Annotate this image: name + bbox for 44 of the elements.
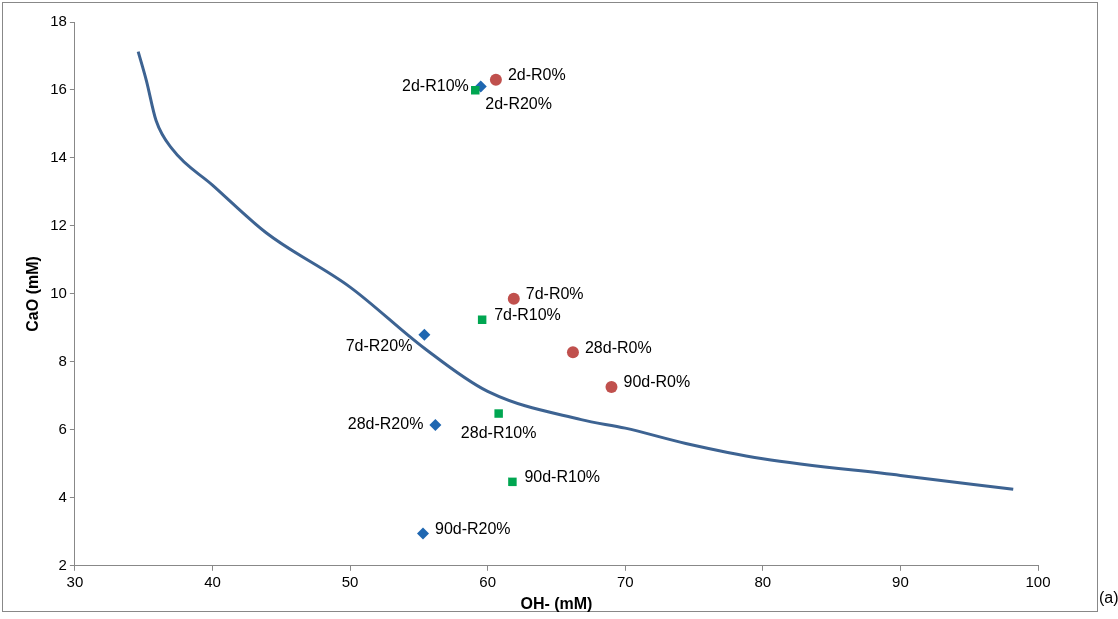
point bbox=[489, 73, 502, 86]
x-tick-label: 80 bbox=[754, 572, 772, 590]
x-tick-label: 90 bbox=[892, 572, 909, 590]
point bbox=[418, 328, 431, 341]
point bbox=[494, 409, 503, 418]
point bbox=[429, 419, 442, 432]
data-label: 90d-R20% bbox=[434, 519, 511, 537]
y-tick-label: 12 bbox=[50, 216, 67, 234]
data-label: 2d-R20% bbox=[485, 94, 552, 112]
x-tick-label: 30 bbox=[66, 572, 84, 590]
y-tick-label: 2 bbox=[58, 555, 67, 573]
x-tick-label: 50 bbox=[341, 572, 359, 590]
y-tick-label: 14 bbox=[50, 148, 67, 166]
line-series bbox=[136, 50, 1015, 491]
data-label: 2d-R0% bbox=[507, 66, 566, 84]
point bbox=[605, 381, 618, 394]
data-label: 7d-R20% bbox=[345, 337, 413, 355]
y-tick-label: 8 bbox=[58, 352, 67, 370]
point bbox=[471, 86, 480, 95]
data-label: 28d-R10% bbox=[460, 423, 537, 441]
y-axis-title: CaO (mM) bbox=[24, 256, 42, 332]
x-axis-title: OH- (mM) bbox=[520, 594, 593, 612]
point bbox=[416, 527, 429, 540]
data-label: 90d-R0% bbox=[623, 373, 691, 391]
point bbox=[508, 477, 517, 487]
y-tick-label: 10 bbox=[50, 284, 67, 302]
point bbox=[477, 315, 487, 324]
data-label: 7d-R0% bbox=[525, 285, 584, 303]
point bbox=[566, 346, 579, 359]
point bbox=[507, 292, 520, 305]
data-label: 28d-R20% bbox=[347, 415, 424, 433]
data-label: 28d-R0% bbox=[584, 338, 652, 356]
x-tick-label: 40 bbox=[204, 572, 221, 590]
y-tick-label: 4 bbox=[58, 487, 67, 505]
data-label: 7d-R10% bbox=[494, 306, 561, 324]
text: (a) bbox=[1099, 589, 1118, 607]
y-tick-label: 6 bbox=[58, 419, 67, 437]
y-tick-label: 16 bbox=[50, 80, 67, 98]
x-tick-label: 100 bbox=[1025, 572, 1051, 590]
x-tick-label: 60 bbox=[479, 572, 496, 590]
y-tick-label: 18 bbox=[50, 12, 67, 30]
data-label: 2d-R10% bbox=[402, 76, 469, 94]
x-tick-label: 70 bbox=[616, 572, 634, 590]
data-label: 90d-R10% bbox=[524, 468, 601, 486]
